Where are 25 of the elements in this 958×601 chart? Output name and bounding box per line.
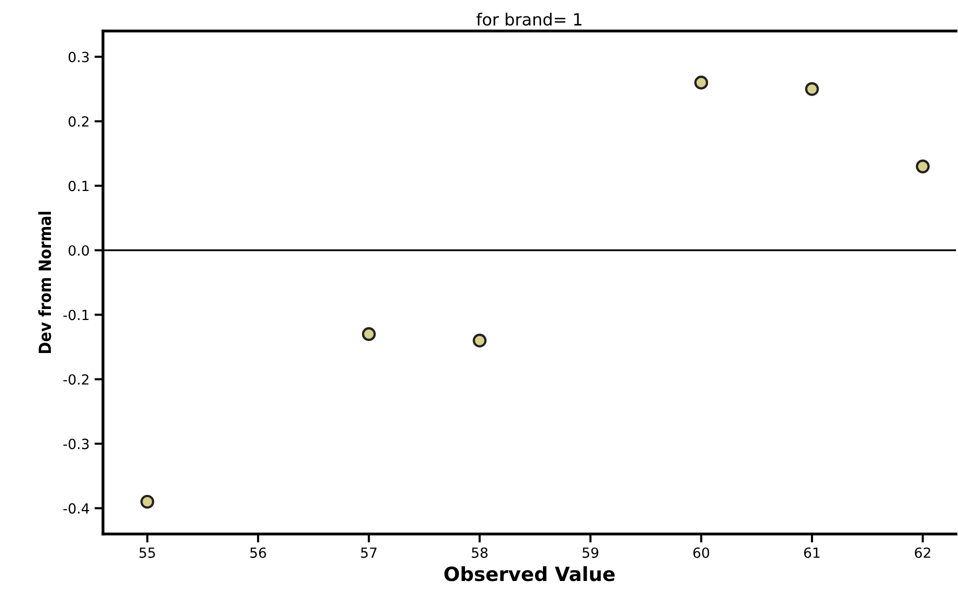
x-tick-label: 56 [250,547,266,558]
x-tick-label: 61 [804,547,820,558]
x-tick-label: 60 [693,547,710,558]
y-tick-label: 0.3 [68,52,89,62]
chart-title: for brand= 1 [476,12,582,26]
y-tick-label: -0.1 [63,310,89,320]
y-tick-label: -0.3 [63,438,89,450]
x-tick-label: 59 [582,547,598,558]
point [140,494,154,509]
point [362,327,376,342]
x-tick-label: 55 [140,548,155,558]
y-tick-label: -0.4 [63,503,90,514]
point [694,76,708,90]
point [916,160,930,174]
x-tick-label: 62 [914,547,930,558]
y-tick-label: 0.0 [68,245,89,256]
y-tick-label: -0.2 [63,374,88,385]
y-axis-title: Dev from Normal [38,212,52,354]
x-axis-title: Observed Value [444,566,615,582]
point [805,82,819,96]
x-tick-label: 58 [472,547,488,558]
point [472,334,487,348]
x-tick-label: 57 [361,548,377,558]
y-tick-label: 0.1 [68,180,89,192]
y-tick-label: 0.2 [68,116,88,127]
